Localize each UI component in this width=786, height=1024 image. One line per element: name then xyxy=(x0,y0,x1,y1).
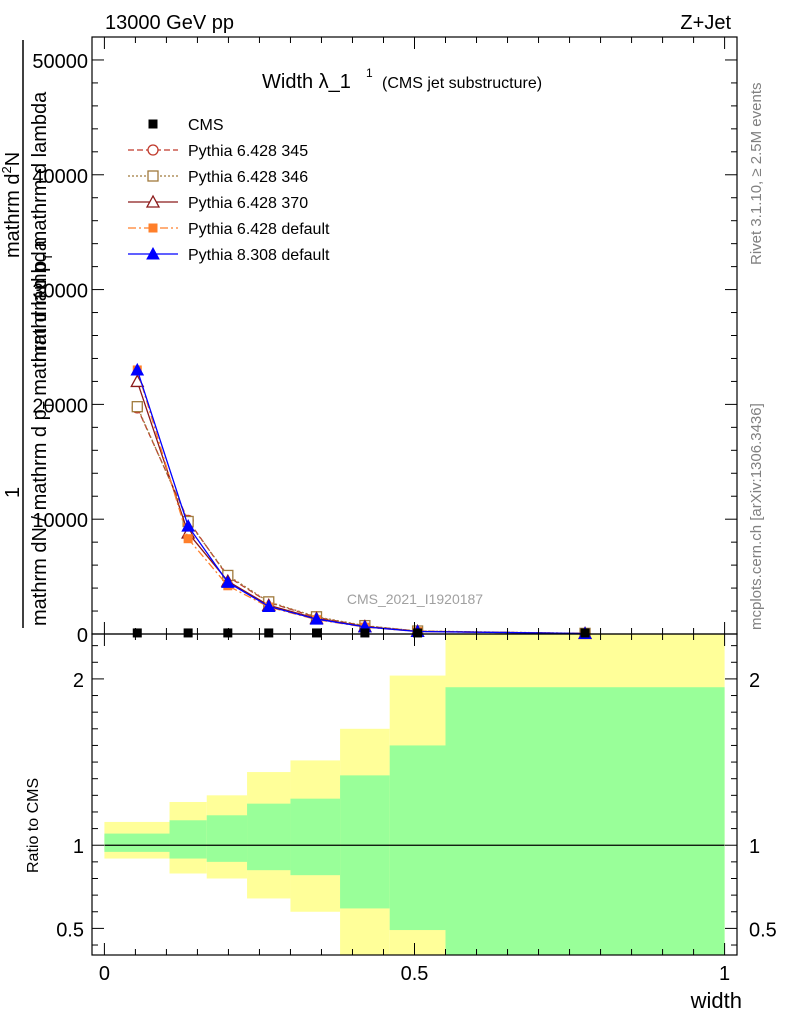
legend-label-data: CMS xyxy=(188,117,224,134)
legend-label-2: Pythia 6.428 370 xyxy=(188,195,308,212)
ylabel-right-bottom-sub: T xyxy=(40,253,55,261)
series-4-point-1 xyxy=(181,519,195,532)
data-point-3 xyxy=(264,628,274,638)
series-3-point-1 xyxy=(183,534,193,544)
ratio-tick-label-1: 1 xyxy=(73,836,84,858)
ratio-band-green-3 xyxy=(247,803,291,871)
ylabel-right-bottom: mathrm d p xyxy=(29,261,51,362)
legend-marker-data xyxy=(148,119,158,129)
data-point-7 xyxy=(580,628,590,638)
data-point-6 xyxy=(413,628,423,638)
ratio-uncertainty-bands xyxy=(104,634,725,955)
y-axis-label-ratio: Ratio to CMS xyxy=(25,778,42,873)
series-4-point-4 xyxy=(309,612,324,625)
ratio-tick-label-right-1: 1 xyxy=(749,836,760,858)
y-tick-label-4: 40000 xyxy=(32,166,88,188)
ylabel-right-bottom-tail: mathrm d lambda xyxy=(29,91,51,253)
ylabel-denominator: mathrm dN / mathrm d p xyxy=(29,409,51,626)
legend-marker-2 xyxy=(145,194,161,208)
legend-label-3: Pythia 6.428 default xyxy=(188,221,330,238)
x-tick-label-1: 0.5 xyxy=(401,963,429,985)
header-left: 13000 GeV pp xyxy=(105,12,234,34)
data-point-5 xyxy=(360,628,370,638)
svg-text:mathrm d pT mathrm d lambda: mathrm d pT mathrm d lambda xyxy=(29,91,55,362)
svg-text:mathrm dN / mathrm d pT mathrm: mathrm dN / mathrm d pT mathrm d lambda xyxy=(29,239,55,626)
y-tick-label-3: 30000 xyxy=(32,281,88,303)
axes-layer: 0 10000 20000 30000 40000 50000 0.5 0.5 1 1 2 2 0 0.5… xyxy=(32,36,777,985)
chart-subtitle: (CMS jet substructure) xyxy=(382,75,542,92)
y-tick-label-2: 20000 xyxy=(32,395,88,417)
ratio-band-green-4 xyxy=(290,798,341,876)
ratio-band-green-0 xyxy=(104,833,170,852)
data-point-0 xyxy=(132,628,142,638)
ratio-band-green-1 xyxy=(169,820,207,859)
legend-marker-4 xyxy=(146,246,160,260)
legend-marker-3 xyxy=(148,223,158,233)
ylabel-right-top: mathrm d xyxy=(2,174,24,258)
series-4-point-0 xyxy=(130,362,145,376)
y-tick-label-5: 50000 xyxy=(32,51,88,73)
legend-label-0: Pythia 6.428 345 xyxy=(188,143,308,160)
legend-entry-3: Pythia 6.428 default xyxy=(128,221,330,238)
ylabel-denominator-tail: mathrm d lambda xyxy=(29,239,51,401)
chart-title: Width λ_1 1 (CMS jet substructure) xyxy=(262,66,542,93)
data-point-4 xyxy=(312,628,322,638)
header-right: Z+Jet xyxy=(680,12,731,34)
svg-text:mathrm d2N: mathrm d2N xyxy=(0,152,24,258)
y-tick-label-1: 10000 xyxy=(32,510,88,532)
y-axis-label-main: 1 mathrm dN / mathrm d pT mathrm d lambd… xyxy=(0,40,55,628)
legend-entry-2: Pythia 6.428 370 xyxy=(128,194,308,212)
x-tick-label-2: 1 xyxy=(719,963,730,985)
ratio-tick-label-right-0: 0.5 xyxy=(749,919,777,941)
data-point-1 xyxy=(183,628,193,638)
legend-marker-0 xyxy=(147,144,159,156)
analysis-watermark: CMS_2021_I1920187 xyxy=(347,591,483,607)
legend-marker-1 xyxy=(147,170,159,182)
mcplots-label: mcplots.cern.ch [arXiv:1306.3436] xyxy=(748,403,765,630)
series-4-point-3 xyxy=(261,599,276,612)
series-4-point-2 xyxy=(220,575,235,588)
x-tick-label-0: 0 xyxy=(99,963,110,985)
data-point-2 xyxy=(223,628,233,638)
legend-entry-1: Pythia 6.428 346 xyxy=(128,169,308,186)
ratio-band-green-7 xyxy=(445,687,725,955)
ratio-tick-label-right-2: 2 xyxy=(749,670,760,692)
series-1-point-0 xyxy=(131,401,143,413)
series-line-0 xyxy=(136,407,586,635)
legend: CMS Pythia 6.428 345 Pythia 6.428 346 Pythi… xyxy=(128,117,330,264)
rivet-label: Rivet 3.1.10, ≥ 2.5M events xyxy=(748,83,765,266)
legend-entry-4: Pythia 8.308 default xyxy=(128,246,330,264)
x-axis-label: width xyxy=(690,988,742,1013)
data-points xyxy=(132,628,590,638)
ratio-band-green-2 xyxy=(206,815,248,862)
ratio-band-green-6 xyxy=(389,745,446,931)
legend-entry-0: Pythia 6.428 345 xyxy=(128,143,308,160)
series-line-4 xyxy=(136,369,586,635)
ylabel-numerator: 1 xyxy=(2,487,24,498)
y-tick-label-0: 0 xyxy=(77,625,88,647)
ylabel-denominator-sub: T xyxy=(40,401,55,409)
ratio-band-green-5 xyxy=(340,775,390,909)
chart-title-superscript: 1 xyxy=(366,66,373,80)
ylabel-right-top-sup: 2 xyxy=(0,166,14,173)
ylabel-right-top-tail: N xyxy=(2,152,24,166)
legend-label-1: Pythia 6.428 346 xyxy=(188,169,308,186)
chart-title-text: Width λ_1 xyxy=(262,71,351,93)
ratio-tick-label-0: 0.5 xyxy=(56,919,84,941)
ratio-tick-label-2: 2 xyxy=(73,670,84,692)
legend-entry-data: CMS xyxy=(148,117,224,134)
legend-label-4: Pythia 8.308 default xyxy=(188,247,330,264)
